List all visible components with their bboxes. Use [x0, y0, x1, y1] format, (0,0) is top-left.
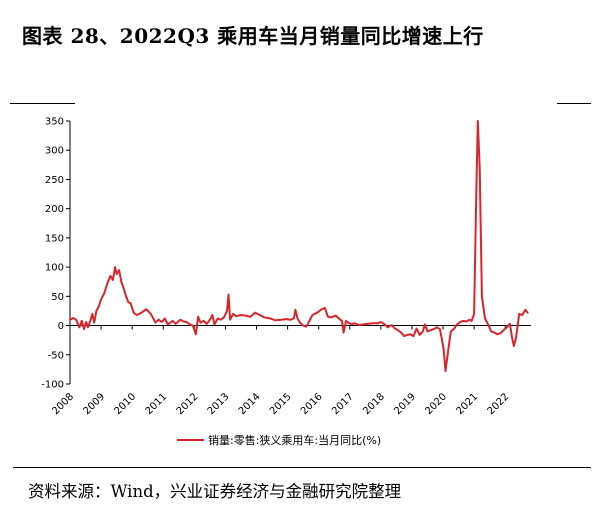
x-tick-label: 2014	[237, 391, 263, 417]
x-tick-label: 2017	[330, 391, 356, 417]
series-layer	[69, 120, 529, 373]
x-tick-label: 2008	[50, 391, 76, 417]
y-tick-label: 0	[58, 321, 64, 332]
x-tick-label: 2009	[81, 391, 107, 417]
y-axis: -100 -50 0 50 100 150 200 250 300 350	[41, 117, 71, 391]
y-tick-label: 200	[45, 204, 64, 215]
x-axis: 2008 2009 2010 2011 2012 2013 2014 2015 2016 2017…	[50, 325, 531, 417]
x-tick-label: 2020	[423, 391, 449, 417]
y-tick-label: 100	[45, 263, 64, 274]
x-tick-label: 2012	[175, 391, 201, 417]
legend-label: 销量:零售:狭义乘用车:当月同比(%)	[208, 433, 381, 447]
y-tick-label: 350	[45, 117, 64, 128]
figure-title: 图表 28、2022Q3 乘用车当月销量同比增速上行	[22, 24, 484, 48]
legend: 销量:零售:狭义乘用车:当月同比(%)	[177, 433, 381, 447]
x-tick-label: 2015	[268, 391, 294, 417]
top-rule-right	[557, 103, 591, 104]
y-tick-label: 50	[51, 292, 64, 303]
y-tick-label: -50	[48, 350, 64, 361]
y-tick-label: 300	[45, 146, 64, 157]
x-tick-label: 2013	[206, 391, 232, 417]
y-tick-label: 150	[45, 233, 64, 244]
x-tick-label: 2018	[361, 391, 387, 417]
series-line	[69, 120, 529, 373]
y-tick-label: -100	[41, 380, 64, 391]
bottom-rule	[13, 467, 591, 468]
source-note: 资料来源：Wind，兴业证券经济与金融研究院整理	[28, 482, 402, 501]
x-tick-label: 2019	[392, 391, 418, 417]
y-tick-label: 250	[45, 175, 64, 186]
x-tick-label: 2016	[299, 391, 325, 417]
x-tick-label: 2011	[144, 391, 170, 417]
x-tick-label: 2021	[454, 391, 480, 417]
x-tick-label: 2010	[113, 391, 139, 417]
top-rule-left	[10, 103, 75, 104]
x-tick-label: 2022	[486, 391, 512, 417]
